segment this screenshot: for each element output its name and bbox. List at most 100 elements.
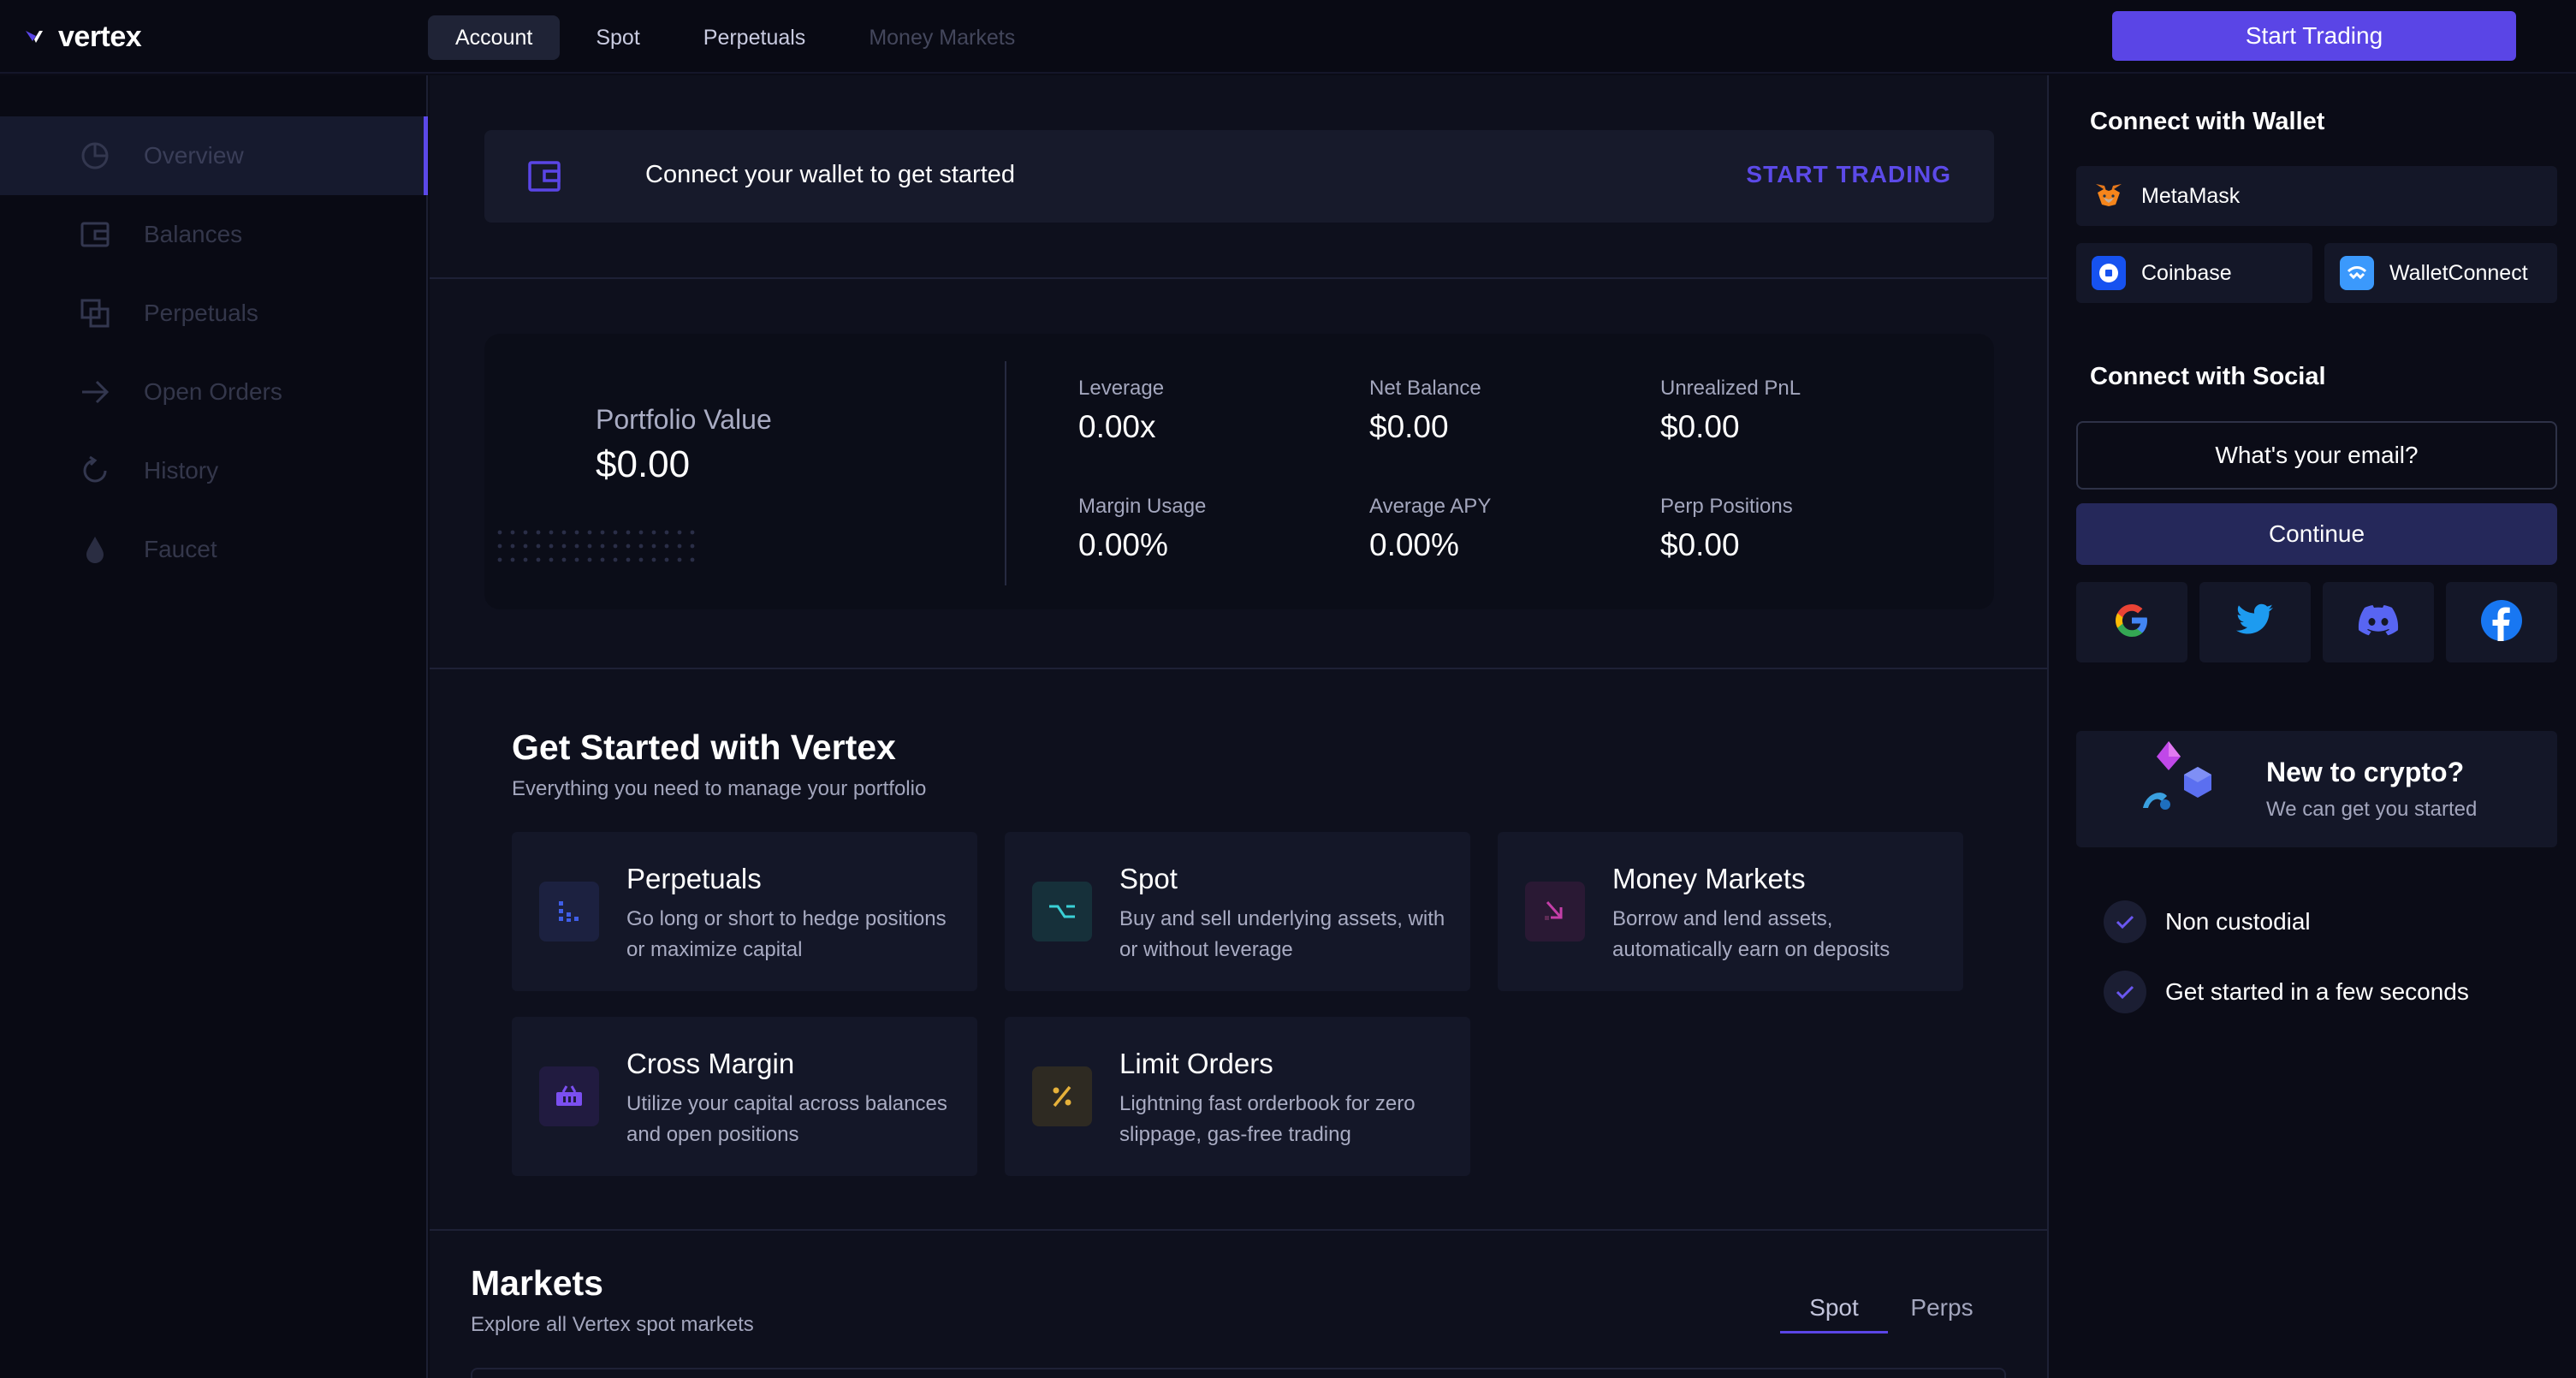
decorative-dot — [638, 557, 644, 562]
connect-social-heading: Connect with Social — [2090, 363, 2326, 390]
main-content: Connect your wallet to get started START… — [430, 75, 2047, 1378]
markets-tab-spot[interactable]: Spot — [1780, 1291, 1888, 1333]
sidebar-item-perpetuals[interactable]: Perpetuals — [0, 274, 428, 353]
stat-value: $0.00 — [1660, 409, 1740, 444]
facebook-login-button[interactable] — [2446, 582, 2557, 662]
decorative-dot — [690, 530, 695, 535]
decorative-dot — [510, 543, 515, 549]
decorative-dot — [651, 557, 656, 562]
banner-start-trading-link[interactable]: START TRADING — [1746, 161, 1951, 187]
card-description: Borrow and lend assets, automatically ea… — [1612, 907, 1890, 961]
sidebar-item-history[interactable]: History — [0, 431, 428, 510]
promo-subtitle: We can get you started — [2266, 798, 2478, 821]
decorative-dot — [536, 543, 541, 549]
email-input[interactable] — [2076, 421, 2557, 490]
stat-net-balance: Net Balance $0.00 — [1369, 377, 1481, 445]
decorative-dot — [690, 543, 695, 549]
decorative-dot — [536, 557, 541, 562]
decorative-dot — [561, 557, 567, 562]
vertex-logo[interactable]: vertex — [24, 15, 142, 58]
start-trading-button[interactable]: Start Trading — [2112, 11, 2516, 61]
decorative-dot — [574, 557, 579, 562]
card-description: Lightning fast orderbook for zero slippa… — [1119, 1092, 1416, 1146]
stat-value: 0.00% — [1369, 527, 1459, 562]
decorative-dot — [587, 557, 592, 562]
tab-spot[interactable]: Spot — [596, 25, 640, 50]
card-spot[interactable]: Spot Buy and sell underlying assets, wit… — [1005, 832, 1470, 991]
card-description: Utilize your capital across balances and… — [626, 1092, 947, 1146]
decorative-dot — [626, 543, 631, 549]
card-title: Perpetuals — [626, 863, 762, 894]
sidebar: Overview Balances Perpetuals Open Orders… — [0, 75, 428, 1378]
coinbase-button[interactable]: Coinbase — [2076, 243, 2312, 303]
sidebar-item-label: Open Orders — [144, 378, 282, 405]
sidebar-item-balances[interactable]: Balances — [0, 195, 428, 274]
top-bar: vertex Account Spot Perpetuals Money Mar… — [0, 0, 2576, 74]
wallet-label: Coinbase — [2141, 260, 2232, 285]
tab-perpetuals[interactable]: Perpetuals — [703, 25, 806, 50]
decorative-dot — [497, 530, 502, 535]
card-title: Spot — [1119, 863, 1178, 894]
card-title: Limit Orders — [1119, 1048, 1273, 1079]
decorative-dot — [664, 543, 669, 549]
decorative-dot — [549, 557, 554, 562]
decorative-dot — [574, 530, 579, 535]
decorative-dot — [561, 543, 567, 549]
decorative-dot — [651, 530, 656, 535]
discord-icon — [2358, 604, 2399, 640]
walletconnect-button[interactable]: WalletConnect — [2324, 243, 2557, 303]
twitter-login-button[interactable] — [2199, 582, 2311, 662]
sidebar-item-overview[interactable]: Overview — [0, 116, 428, 195]
portfolio-value: $0.00 — [596, 443, 691, 485]
tab-account[interactable]: Account — [428, 15, 561, 60]
discord-login-button[interactable] — [2323, 582, 2434, 662]
decorative-dot — [600, 543, 605, 549]
decorative-dot — [587, 543, 592, 549]
card-cross-margin[interactable]: Cross Margin Utilize your capital across… — [512, 1017, 977, 1176]
markets-title: Markets — [471, 1263, 603, 1303]
arrow-right-icon — [79, 376, 111, 408]
wallet-label: WalletConnect — [2389, 260, 2528, 285]
sidebar-item-faucet[interactable]: Faucet — [0, 510, 428, 589]
twitter-icon — [2235, 603, 2275, 642]
markets-tab-perps[interactable]: Perps — [1910, 1294, 1974, 1321]
decorative-dot — [677, 543, 682, 549]
stat-unrealized-pnl: Unrealized PnL $0.00 — [1660, 377, 1801, 445]
section-divider — [430, 277, 2047, 279]
decorative-dot — [626, 530, 631, 535]
walletconnect-icon — [2340, 256, 2374, 290]
decorative-dot — [549, 530, 554, 535]
stat-value: 0.00% — [1078, 527, 1168, 562]
decorative-dot — [651, 543, 656, 549]
wallet-icon — [79, 218, 111, 251]
portfolio-value-label: Portfolio Value — [596, 404, 772, 435]
card-limit-orders[interactable]: Limit Orders Lightning fast orderbook fo… — [1005, 1017, 1470, 1176]
sidebar-item-label: History — [144, 457, 219, 484]
sidebar-item-open-orders[interactable]: Open Orders — [0, 353, 428, 431]
continue-button[interactable]: Continue — [2076, 503, 2557, 565]
card-perpetuals[interactable]: Perpetuals Go long or short to hedge pos… — [512, 832, 977, 991]
stat-label: Margin Usage — [1078, 495, 1207, 518]
google-login-button[interactable] — [2076, 582, 2187, 662]
check-icon — [2104, 900, 2146, 943]
stat-value: 0.00x — [1078, 409, 1156, 444]
stat-label: Unrealized PnL — [1660, 377, 1801, 400]
decorative-dot — [497, 557, 502, 562]
stat-label: Perp Positions — [1660, 495, 1793, 518]
metamask-button[interactable]: MetaMask — [2076, 166, 2557, 226]
sidebar-item-label: Perpetuals — [144, 300, 258, 326]
portfolio-separator — [1005, 361, 1006, 585]
decorative-dot — [510, 530, 515, 535]
spot-icon — [1032, 882, 1092, 941]
decorative-dot — [561, 530, 567, 535]
feature-label: Get started in a few seconds — [2165, 978, 2469, 1005]
percent-icon — [1032, 1066, 1092, 1126]
main-nav: Account Spot Perpetuals Money Markets — [428, 15, 1042, 60]
tab-money-markets[interactable]: Money Markets — [869, 25, 1016, 50]
pie-chart-icon — [79, 140, 111, 172]
card-money-markets[interactable]: Money Markets Borrow and lend assets, au… — [1498, 832, 1963, 991]
new-to-crypto-card[interactable]: New to crypto? We can get you started — [2076, 731, 2557, 847]
card-title: Money Markets — [1612, 863, 1806, 894]
decorative-dot — [574, 543, 579, 549]
decorative-dot — [664, 557, 669, 562]
